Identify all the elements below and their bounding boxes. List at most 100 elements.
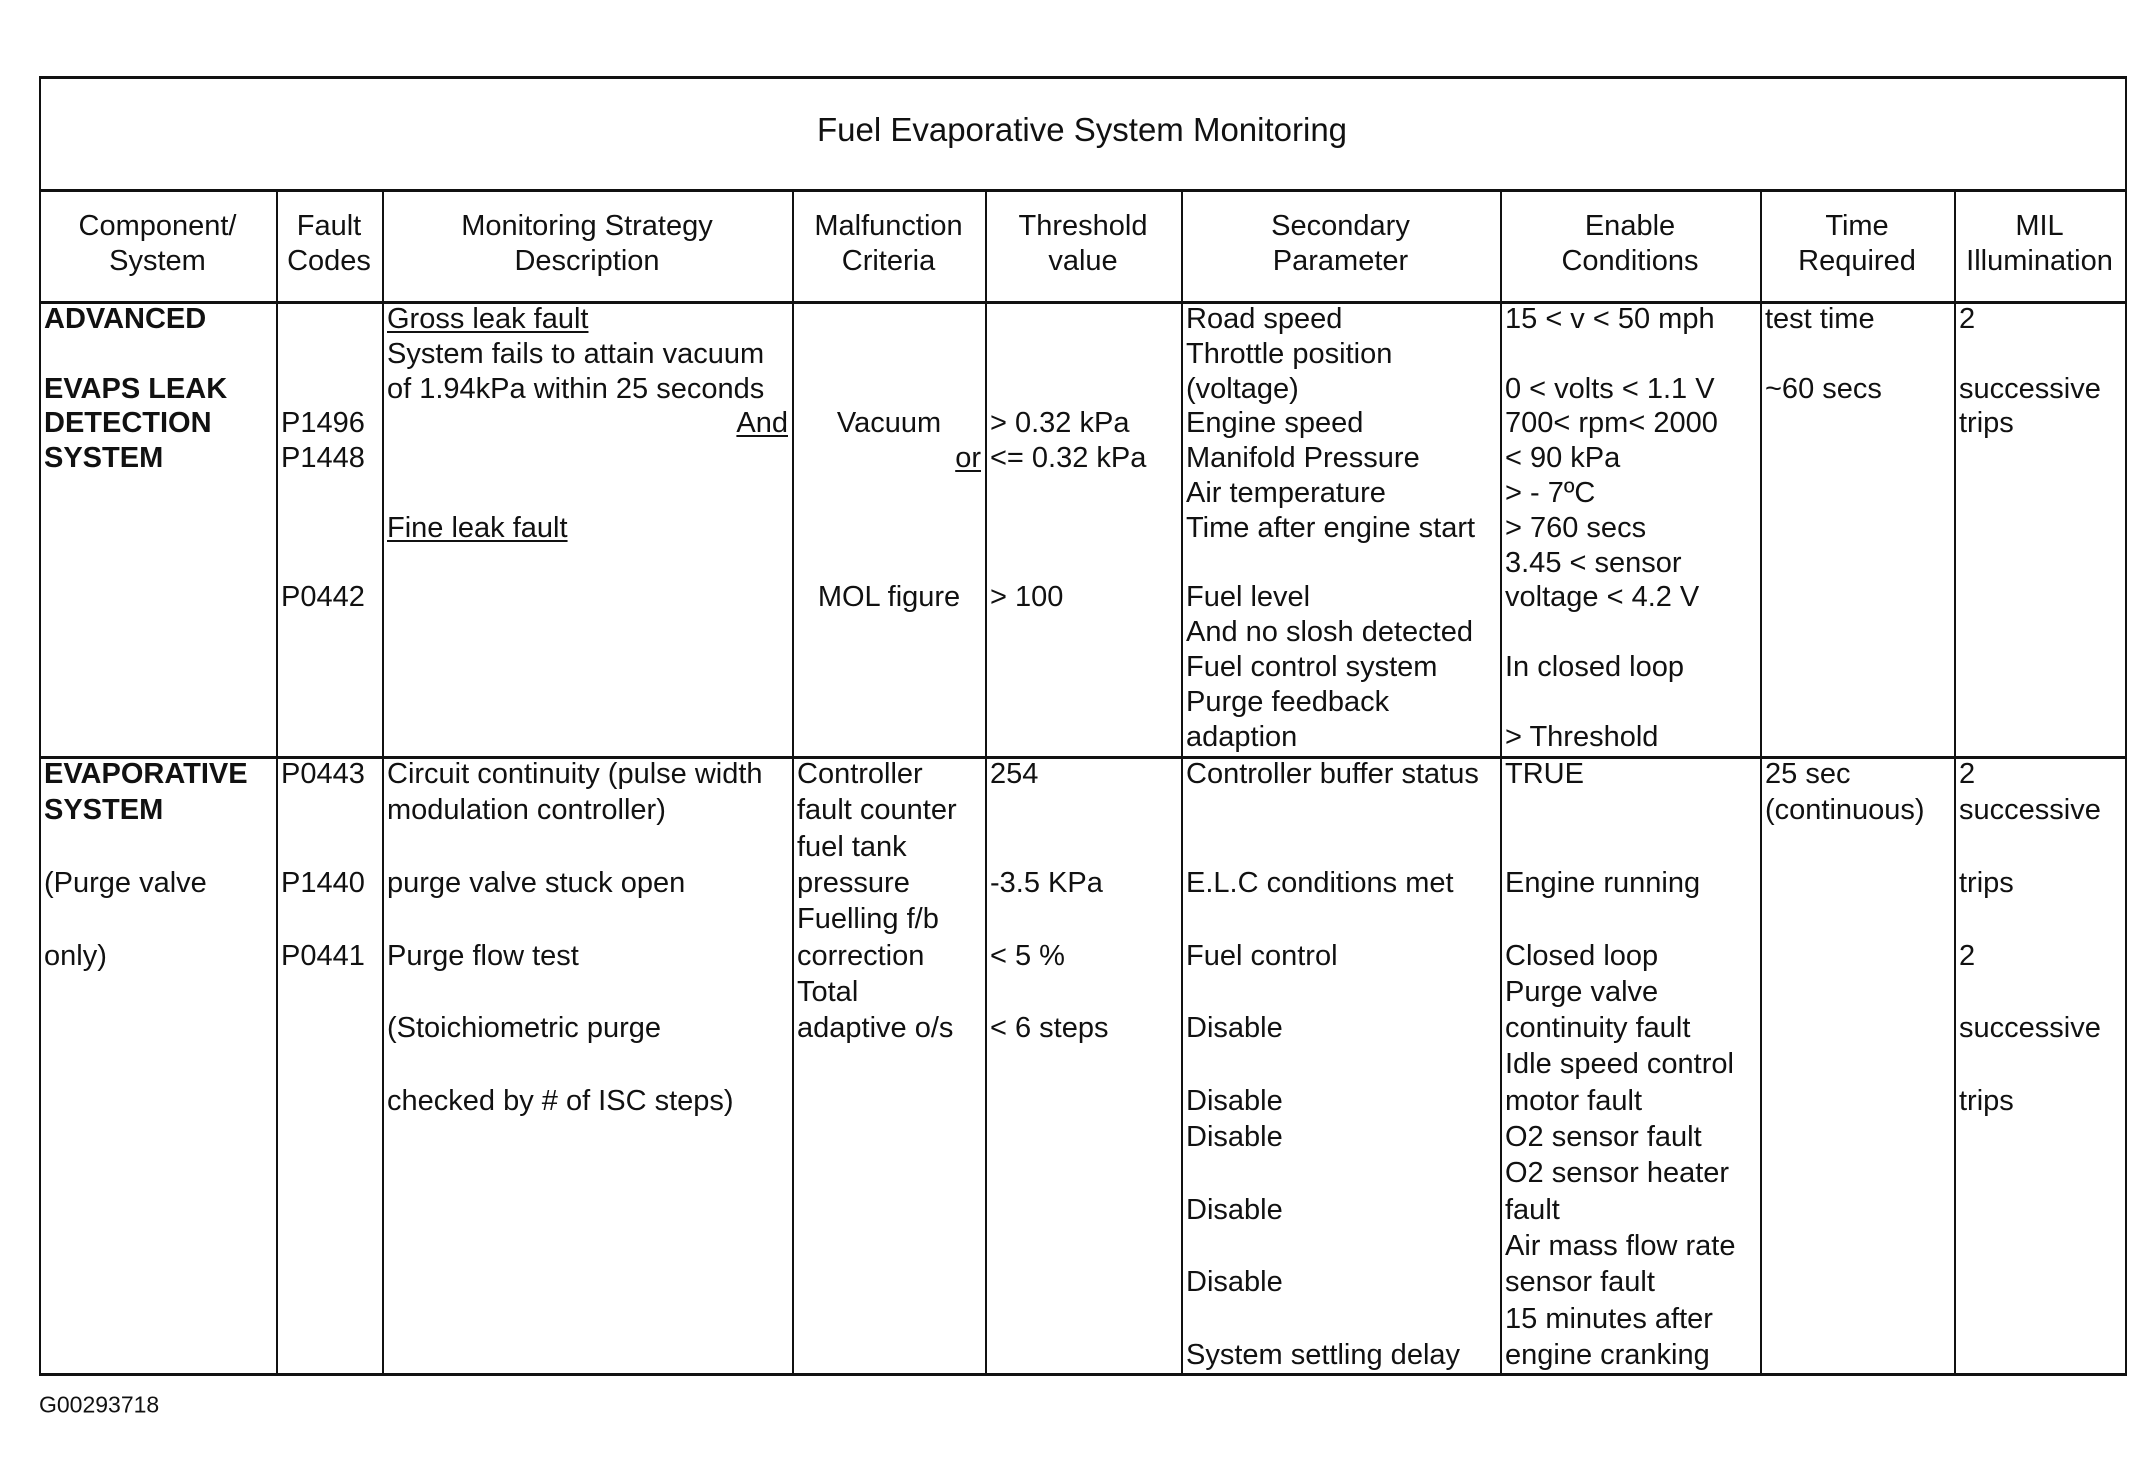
column-divider [1954, 189, 1956, 1373]
cell-enable: 15 minutes after [1505, 1302, 1713, 1335]
header-threshold: value [1048, 245, 1118, 277]
cell-enable: < 90 kPa [1505, 442, 1621, 475]
cell-threshold: > 100 [990, 581, 1064, 614]
header-malfunction: Malfunction [814, 210, 963, 242]
column-divider [792, 189, 794, 1373]
cell-enable: 700< rpm< 2000 [1505, 407, 1718, 440]
cell-time: 25 sec [1765, 758, 1851, 790]
cell-strategy: purge valve stuck open [387, 866, 686, 899]
cell-enable: sensor fault [1505, 1266, 1655, 1299]
cell-secondary: Disable [1186, 1193, 1283, 1226]
cell-strategy: checked by # of ISC steps) [387, 1084, 734, 1117]
cell-time: (continuous) [1765, 794, 1925, 827]
header-mil: MIL [2015, 210, 2064, 242]
header-enable: Conditions [1561, 245, 1699, 277]
cell-fault-codes: P0443 [281, 758, 365, 790]
cell-malfunction: correction [797, 939, 925, 972]
cell-enable: > - 7ºC [1505, 477, 1596, 509]
cell-mil: trips [1959, 866, 2014, 899]
cell-mil: trips [1959, 1084, 2014, 1117]
cell-enable: Engine running [1505, 866, 1701, 899]
cell-threshold: < 6 steps [990, 1012, 1109, 1045]
cell-malfunction: fuel tank [797, 830, 907, 863]
cell-malfunction: adaptive o/s [797, 1012, 954, 1045]
cell-component: EVAPORATIVE [44, 758, 248, 790]
column-divider [1181, 189, 1183, 1373]
cell-time: test time [1765, 303, 1875, 335]
cell-component: only) [44, 939, 107, 972]
cell-secondary: Controller buffer status [1186, 758, 1479, 790]
cell-enable: O2 sensor fault [1505, 1121, 1702, 1153]
column-divider [985, 189, 987, 1373]
cell-enable: Purge valve [1505, 975, 1659, 1008]
cell-strategy: Fine leak fault [387, 511, 568, 544]
figure-id: G00293718 [39, 1391, 160, 1418]
cell-strategy: modulation controller) [387, 794, 666, 827]
cell-enable: motor fault [1505, 1084, 1642, 1117]
cell-strategy: Gross leak fault [387, 303, 589, 335]
cell-secondary: Fuel control system [1186, 651, 1438, 683]
cell-enable: 15 < v < 50 mph [1505, 303, 1715, 335]
column-divider [382, 189, 384, 1373]
cell-mil: successive [1959, 1012, 2101, 1045]
cell-malfunction: Fuelling f/b [797, 903, 939, 936]
cell-secondary: Manifold Pressure [1186, 442, 1420, 475]
cell-secondary: And no slosh detected [1186, 616, 1473, 649]
cell-secondary: Disable [1186, 1121, 1283, 1153]
cell-mil: 2 [1959, 303, 1976, 335]
cell-strategy: (Stoichiometric purge [387, 1012, 661, 1045]
cell-threshold: 254 [990, 758, 1039, 790]
cell-enable: Air mass flow rate [1505, 1229, 1736, 1262]
header-malfunction: Criteria [841, 245, 936, 277]
cell-strategy: And [736, 407, 788, 440]
header-secondary: Secondary [1271, 210, 1410, 242]
header-threshold: Threshold [1018, 210, 1148, 242]
row-divider [39, 76, 2127, 79]
cell-secondary: Fuel level [1186, 581, 1311, 614]
cell-enable: > Threshold [1505, 720, 1659, 753]
cell-mil: 2 [1959, 939, 1976, 972]
header-time: Time [1825, 210, 1889, 242]
cell-enable: 0 < volts < 1.1 V [1505, 372, 1715, 405]
column-divider [1500, 189, 1502, 1373]
cell-secondary: Purge feedback [1186, 685, 1390, 718]
cell-fault-codes: P1440 [281, 866, 365, 899]
cell-enable: > 760 secs [1505, 511, 1647, 544]
cell-component: (Purge valve [44, 866, 207, 899]
cell-malfunction: MOL figure [817, 581, 961, 614]
cell-secondary: System settling delay [1186, 1338, 1461, 1371]
cell-secondary: (voltage) [1186, 372, 1299, 405]
cell-secondary: Disable [1186, 1084, 1283, 1117]
cell-secondary: adaption [1186, 720, 1298, 753]
cell-fault-codes: P1448 [281, 442, 365, 475]
table-title: Fuel Evaporative System Monitoring [816, 111, 1348, 148]
cell-enable: O2 sensor heater [1505, 1157, 1730, 1190]
column-divider [276, 189, 278, 1373]
cell-malfunction: Controller [797, 758, 923, 790]
header-mil: Illumination [1966, 245, 2113, 277]
cell-enable: fault [1505, 1193, 1560, 1226]
header-fault-codes: Fault [296, 210, 362, 242]
cell-secondary: Throttle position [1186, 337, 1393, 370]
cell-enable: Idle speed control [1505, 1048, 1734, 1081]
cell-secondary: Fuel control [1186, 939, 1338, 972]
cell-malfunction: pressure [797, 866, 910, 899]
cell-mil: successive [1959, 372, 2101, 405]
cell-time: ~60 secs [1765, 372, 1882, 405]
row-divider [39, 189, 2127, 192]
cell-malfunction: Total [797, 975, 859, 1008]
cell-secondary: E.L.C conditions met [1186, 866, 1454, 899]
cell-enable: continuity fault [1505, 1012, 1691, 1045]
cell-enable: Closed loop [1505, 939, 1659, 972]
header-fault-codes: Codes [287, 245, 371, 277]
cell-threshold: -3.5 KPa [990, 866, 1103, 899]
cell-secondary: Road speed [1186, 303, 1343, 335]
row-divider [39, 1373, 2127, 1376]
cell-strategy: Circuit continuity (pulse width [387, 758, 763, 790]
row-divider [39, 756, 2127, 759]
cell-enable: 3.45 < sensor [1505, 546, 1682, 579]
header-strategy: Description [514, 245, 660, 277]
cell-enable: engine cranking [1505, 1338, 1710, 1371]
header-time: Required [1798, 245, 1916, 277]
cell-secondary: Disable [1186, 1266, 1283, 1299]
